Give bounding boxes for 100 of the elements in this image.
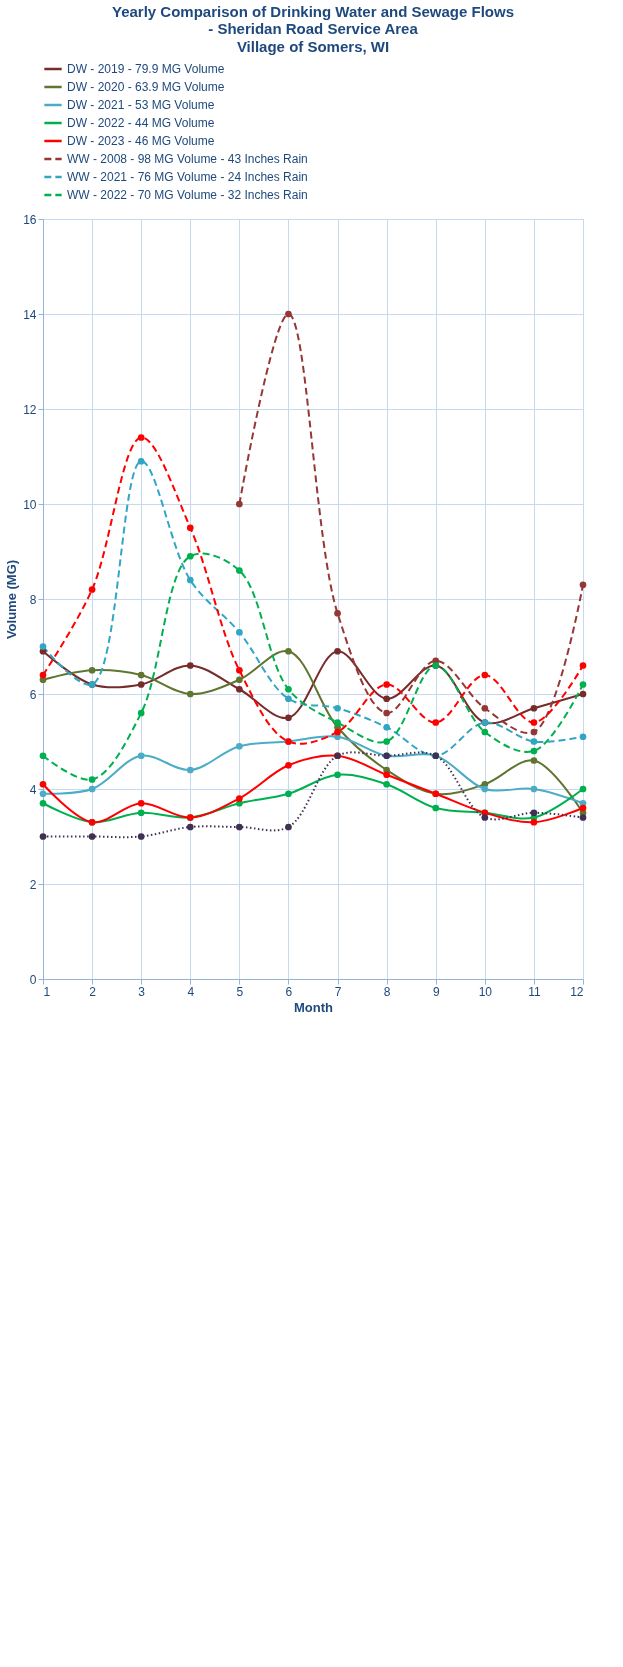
- point: [137, 809, 145, 817]
- point: [88, 666, 96, 674]
- legend-label: WW - 2022 - 70 MG Volume - 32 Inches Rain: [67, 188, 308, 202]
- point: [579, 785, 587, 793]
- legend-label: DW - 2021 - 53 MG Volume: [67, 98, 215, 112]
- x-tick-label: 6: [285, 984, 293, 999]
- x-tick-label: 8: [383, 984, 391, 999]
- point: [579, 681, 587, 688]
- point: [383, 738, 390, 745]
- point: [137, 681, 145, 688]
- point: [334, 771, 341, 779]
- y-tick-label: 14: [23, 307, 37, 322]
- y-tick-label: 6: [29, 687, 37, 702]
- point: [285, 685, 292, 693]
- point: [334, 719, 341, 726]
- point: [236, 666, 243, 674]
- point: [579, 662, 587, 669]
- point: [186, 576, 194, 584]
- x-tick-label: 12: [570, 984, 584, 999]
- point: [39, 671, 47, 679]
- point: [88, 586, 96, 593]
- point: [481, 728, 489, 736]
- chart-title: Yearly Comparison of Drinking Water and Sewage Flows - Sheridan Road Service Area: [111, 3, 515, 37]
- point: [579, 733, 587, 741]
- point: [530, 785, 538, 793]
- chart-subtitle: Village of Somers, WI: [236, 38, 390, 55]
- legend-label: DW - 2022 - 44 MG Volume: [67, 116, 215, 130]
- x-tick-label: 5: [236, 984, 244, 999]
- point: [334, 609, 341, 617]
- legend-label: DW - 2020 - 63.9 MG Volume: [67, 80, 225, 94]
- point: [137, 671, 145, 679]
- point: [383, 780, 390, 788]
- point: [39, 790, 47, 798]
- point: [530, 719, 538, 726]
- point: [481, 814, 489, 821]
- point: [579, 814, 587, 821]
- y-tick-label: 0: [29, 972, 37, 987]
- legend-label: WW - 2008 - 98 MG Volume - 43 Inches Rain: [67, 152, 308, 166]
- point: [39, 799, 47, 807]
- point: [579, 690, 587, 698]
- point: [186, 524, 194, 532]
- point: [137, 457, 145, 465]
- legend-label: DW - 2019 - 79.9 MG Volume: [67, 62, 225, 76]
- point: [186, 766, 194, 774]
- point: [481, 671, 489, 679]
- point: [236, 676, 243, 684]
- x-tick-label: 11: [528, 984, 541, 999]
- y-tick-label: 2: [29, 877, 37, 892]
- x-tick-label: 1: [43, 984, 51, 999]
- point: [39, 780, 47, 788]
- y-tick-label: 16: [23, 212, 37, 227]
- point: [334, 647, 341, 655]
- point: [432, 719, 440, 726]
- point: [530, 728, 538, 736]
- x-tick-label: 7: [334, 984, 342, 999]
- point: [530, 704, 538, 712]
- point: [530, 818, 538, 826]
- x-axis-title: Month: [294, 999, 334, 1015]
- point: [285, 647, 292, 655]
- legend-label: DW - 2023 - 46 MG Volume: [67, 134, 215, 148]
- point: [39, 833, 47, 840]
- point: [383, 681, 390, 688]
- legend-label: WW - 2021 - 76 MG Volume - 24 Inches Rain: [67, 170, 308, 184]
- point: [285, 714, 292, 722]
- y-tick-label: 12: [23, 402, 37, 417]
- point: [383, 709, 390, 717]
- y-tick-label: 8: [29, 592, 37, 607]
- point: [481, 785, 489, 793]
- point: [137, 752, 145, 760]
- point: [432, 804, 440, 812]
- point: [530, 738, 538, 745]
- point: [383, 723, 390, 731]
- x-tick-label: 10: [478, 984, 493, 999]
- point: [88, 785, 96, 793]
- point: [285, 790, 292, 798]
- point: [285, 761, 292, 769]
- point: [39, 752, 47, 760]
- point: [383, 695, 390, 703]
- point: [39, 643, 47, 650]
- point: [186, 662, 194, 669]
- point: [236, 567, 243, 574]
- point: [236, 628, 243, 636]
- point: [137, 833, 145, 840]
- point: [285, 823, 292, 831]
- y-tick-label: 4: [29, 782, 37, 797]
- point: [285, 310, 292, 318]
- point: [383, 771, 390, 779]
- point: [236, 742, 243, 750]
- point: [579, 804, 587, 812]
- point: [236, 795, 243, 802]
- point: [88, 833, 96, 840]
- point: [530, 809, 538, 817]
- point: [88, 776, 96, 783]
- x-tick-label: 3: [138, 984, 146, 999]
- point: [236, 685, 243, 693]
- point: [137, 434, 145, 441]
- point: [236, 500, 243, 508]
- y-axis-title: Volume (MG): [4, 559, 20, 640]
- point: [186, 823, 194, 831]
- y-tick-label: 10: [23, 497, 37, 512]
